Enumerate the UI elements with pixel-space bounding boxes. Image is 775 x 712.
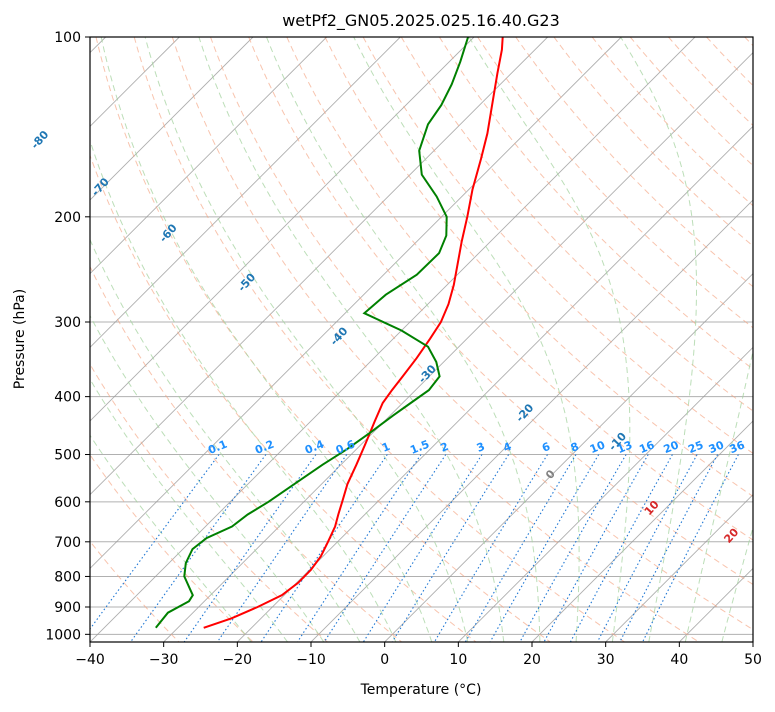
isotherm-line xyxy=(385,37,775,642)
mixing-ratio-label: 2 xyxy=(439,440,451,455)
x-tick-label: −40 xyxy=(75,652,105,668)
dry-adiabat-label: -20 xyxy=(513,401,536,425)
x-tick-label: 20 xyxy=(523,652,541,668)
moist-adiabat xyxy=(33,37,360,642)
dry-adiabat xyxy=(707,37,775,642)
mixing-ratio-label: 6 xyxy=(540,440,552,455)
y-tick-label: 100 xyxy=(54,30,81,46)
dry-adiabat xyxy=(0,37,327,642)
moist-adiabat xyxy=(0,37,251,642)
mixing-ratio-label: 3 xyxy=(475,440,487,455)
isotherm-line xyxy=(90,37,695,642)
mixing-ratio-line xyxy=(217,455,346,643)
moist-adiabat-label: 0 xyxy=(543,467,558,482)
mixing-ratio-line xyxy=(620,455,718,643)
dry-adiabat xyxy=(592,37,775,642)
mixing-ratio-line xyxy=(131,455,266,643)
dry-adiabat-label: -60 xyxy=(157,221,180,245)
dry-adiabat-label: -40 xyxy=(328,324,351,348)
x-tick-label: −20 xyxy=(223,652,253,668)
mixing-ratio-label: 20 xyxy=(662,438,681,456)
dry-adiabat-label: -70 xyxy=(89,175,112,199)
x-tick-label: 30 xyxy=(597,652,615,668)
mixing-ratio-label: 36 xyxy=(728,438,747,456)
mixing-ratio-line xyxy=(570,455,672,643)
mixing-ratio-label: 25 xyxy=(686,438,705,456)
isotherm-line xyxy=(16,37,621,642)
isotherm-line xyxy=(532,37,775,642)
mixing-ratio-line xyxy=(597,455,697,643)
y-tick-label: 500 xyxy=(54,448,81,464)
moist-adiabat-label: 20 xyxy=(721,525,741,545)
dry-adiabat xyxy=(668,37,775,642)
isotherm-line xyxy=(164,37,769,642)
mixing-ratio-label: 30 xyxy=(707,438,726,456)
x-tick-label: −10 xyxy=(296,652,326,668)
y-tick-label: 600 xyxy=(54,495,81,511)
y-tick-label: 900 xyxy=(54,600,81,616)
isotherm-line xyxy=(606,37,775,642)
isotherm-line xyxy=(679,37,775,642)
isotherm-line xyxy=(311,37,775,642)
isotherm-line xyxy=(0,37,327,642)
moist-adiabat xyxy=(685,37,775,642)
moist-adiabat xyxy=(64,37,396,642)
chart-title: wetPf2_GN05.2025.025.16.40.G23 xyxy=(282,11,560,31)
mixing-ratio-line xyxy=(324,455,446,643)
isotherm-line xyxy=(237,37,775,642)
y-tick-label: 700 xyxy=(54,535,81,551)
y-tick-label: 1000 xyxy=(45,627,81,643)
moist-adiabat xyxy=(722,37,775,642)
dry-adiabat xyxy=(478,37,775,642)
moist-adiabat xyxy=(101,37,432,642)
plot-frame xyxy=(90,37,753,642)
x-tick-label: 50 xyxy=(744,652,762,668)
x-tick-label: −30 xyxy=(149,652,179,668)
profile-series xyxy=(156,37,503,628)
y-tick-label: 200 xyxy=(54,210,81,226)
moist-adiabat xyxy=(621,37,697,642)
moist-adiabat xyxy=(5,37,324,642)
dry-adiabat xyxy=(439,37,775,642)
dry-adiabat xyxy=(134,37,624,642)
mixing-ratio-label: 1 xyxy=(380,440,392,455)
x-tick-label: 40 xyxy=(670,652,688,668)
mixing-ratio-line xyxy=(81,455,220,643)
dry-adiabat xyxy=(172,37,699,642)
dry-adiabat xyxy=(58,37,476,642)
dry-adiabat xyxy=(211,37,774,642)
mixing-ratio-label: 10 xyxy=(588,438,607,456)
moist-adiabat xyxy=(759,37,775,642)
moist-adiabat xyxy=(145,37,468,642)
background-lines xyxy=(0,37,775,642)
mixing-ratio-label: 4 xyxy=(501,440,513,455)
dry-adiabat xyxy=(745,37,775,642)
dry-adiabat-label: -80 xyxy=(28,128,51,152)
mixing-ratio-line xyxy=(363,455,482,643)
moist-adiabat xyxy=(267,37,540,642)
mixing-ratio-line xyxy=(465,455,576,643)
y-tick-label: 800 xyxy=(54,569,81,585)
x-tick-label: 0 xyxy=(380,652,389,668)
isotherm-line xyxy=(753,37,775,642)
isotherm-line xyxy=(458,37,775,642)
y-tick-label: 300 xyxy=(54,315,81,331)
mixing-ratio-line xyxy=(520,455,626,643)
x-tick-label: 10 xyxy=(449,652,467,668)
isotherm-line xyxy=(0,37,548,642)
y-axis-label: Pressure (hPa) xyxy=(12,289,28,389)
mixing-ratio-label: 16 xyxy=(637,438,656,456)
dry-adiabat-label: -50 xyxy=(235,271,258,295)
moist-adiabat xyxy=(0,37,288,642)
mixing-ratio-line xyxy=(392,455,508,643)
y-tick-label: 400 xyxy=(54,390,81,406)
x-axis-label: Temperature (°C) xyxy=(360,682,482,698)
